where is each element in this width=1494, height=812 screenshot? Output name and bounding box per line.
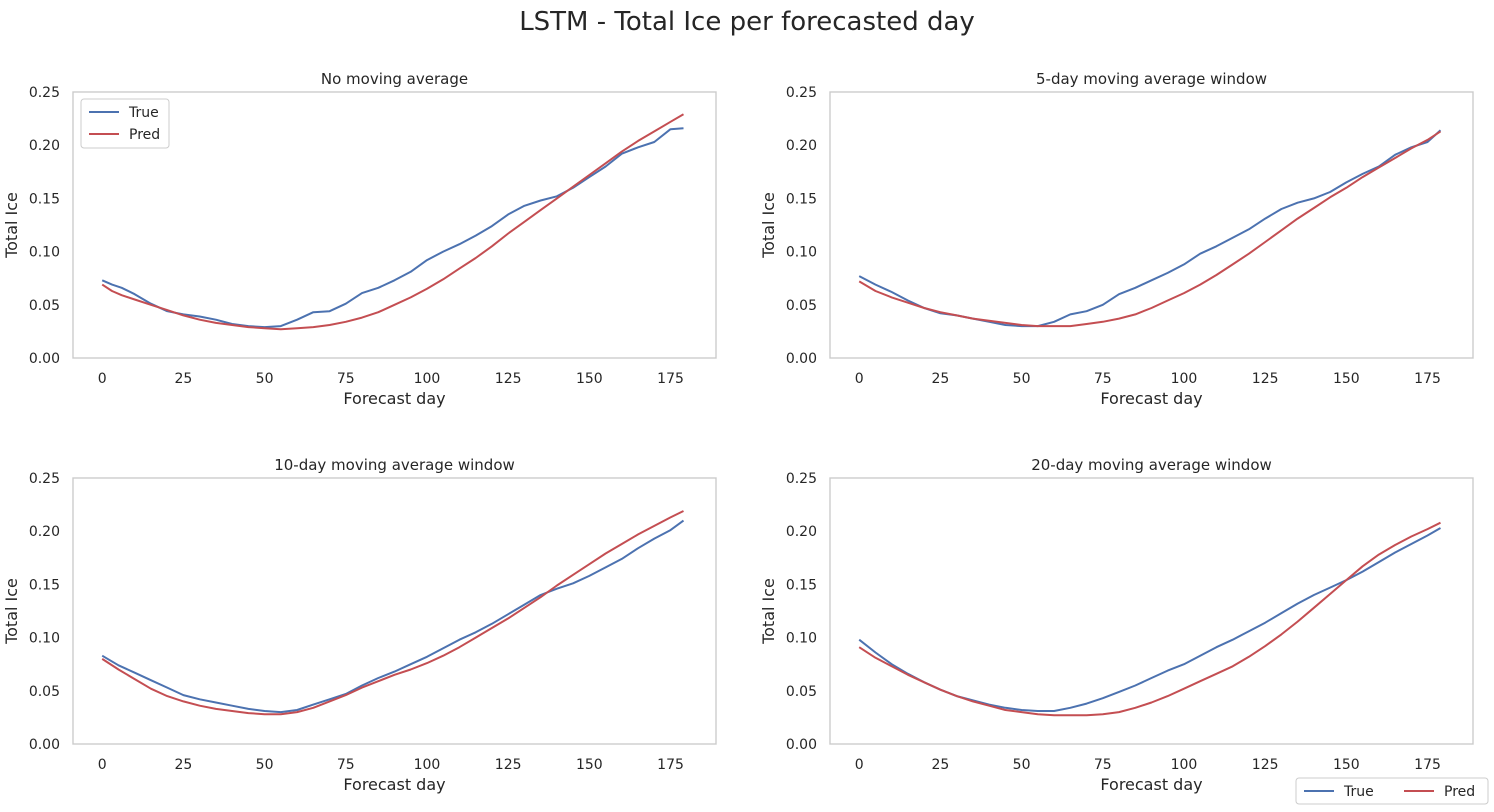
legend-label-true: True (128, 105, 159, 121)
y-tick-label: 0.10 (29, 631, 60, 647)
y-tick-label: 0.05 (786, 684, 817, 700)
y-tick-label: 0.15 (786, 577, 817, 593)
y-tick-label: 0.10 (786, 631, 817, 647)
y-tick-label: 0.20 (786, 524, 817, 540)
figure-legend: True Pred (1295, 777, 1489, 805)
y-tick-label: 0.15 (29, 191, 60, 207)
chart-panel-3: 10-day moving average window 0.00 0.05 0.10… (2, 456, 717, 794)
y-tick-label: 0.00 (29, 737, 60, 753)
figure-suptitle: LSTM - Total Ice per forecasted day (519, 7, 975, 37)
x-tick-label: 150 (576, 371, 603, 387)
series-line-true (858, 129, 1442, 328)
y-tick-label: 0.10 (786, 245, 817, 261)
x-tick-label: 0 (855, 371, 864, 387)
figure-legend-label-true: True (1343, 784, 1374, 800)
x-tick-label: 50 (1013, 757, 1031, 773)
x-tick-label: 100 (1171, 757, 1198, 773)
x-tick-label: 150 (1333, 757, 1360, 773)
y-tick-label: 0.05 (29, 684, 60, 700)
series-line-true (858, 527, 1441, 712)
x-tick-label: 25 (175, 757, 193, 773)
x-tick-label: 175 (1414, 757, 1441, 773)
x-tick-label: 125 (1252, 757, 1279, 773)
y-tick-label: 0.00 (786, 737, 817, 753)
y-tick-label: 0.00 (29, 351, 60, 367)
x-tick-label: 25 (932, 757, 950, 773)
x-tick-label: 50 (256, 757, 274, 773)
series-line-true (101, 519, 685, 714)
x-axis-label: Forecast day (1100, 775, 1202, 794)
axes-frame (72, 477, 717, 745)
chart-title: 20-day moving average window (1031, 456, 1272, 474)
y-tick-label: 0.25 (29, 85, 60, 101)
chart-panel-2: 5-day moving average window 0.00 0.05 0.10 0… (759, 70, 1474, 408)
x-tick-label: 50 (1013, 371, 1031, 387)
x-tick-label: 125 (495, 371, 522, 387)
x-tick-label: 75 (1094, 757, 1112, 773)
x-tick-label: 75 (337, 757, 355, 773)
y-tick-label: 0.25 (786, 471, 817, 487)
series-line-pred (858, 521, 1441, 717)
y-tick-label: 0.20 (29, 138, 60, 154)
x-tick-label: 125 (495, 757, 522, 773)
chart-panel-1: No moving average 0.00 0.05 0.10 0.15 0.20 0.2… (2, 70, 717, 408)
series-line-pred (101, 113, 684, 331)
x-tick-label: 25 (932, 371, 950, 387)
figure-legend-box (1295, 777, 1489, 805)
y-axis-label: Total Ice (2, 192, 21, 259)
y-tick-label: 0.10 (29, 245, 60, 261)
figure-legend-label-pred: Pred (1444, 784, 1475, 800)
axes-frame (72, 91, 717, 359)
x-tick-label: 50 (256, 371, 274, 387)
x-axis-label: Forecast day (1100, 389, 1202, 408)
chart-title: 10-day moving average window (274, 456, 515, 474)
x-tick-label: 125 (1252, 371, 1279, 387)
chart-legend: True Pred (80, 98, 170, 149)
x-tick-label: 100 (414, 757, 441, 773)
chart-panel-4: 20-day moving average window 0.00 0.05 0.10… (759, 456, 1474, 794)
x-tick-label: 100 (1171, 371, 1198, 387)
series-line-true (101, 127, 684, 329)
y-tick-label: 0.15 (29, 577, 60, 593)
x-tick-label: 100 (414, 371, 441, 387)
y-axis-label: Total Ice (759, 578, 778, 645)
y-tick-label: 0.25 (786, 85, 817, 101)
y-tick-label: 0.20 (29, 524, 60, 540)
y-tick-label: 0.05 (786, 298, 817, 314)
axes-frame (829, 477, 1474, 745)
x-tick-label: 175 (657, 757, 684, 773)
series-line-pred (101, 510, 684, 716)
x-tick-label: 150 (576, 757, 603, 773)
y-tick-label: 0.25 (29, 471, 60, 487)
chart-title: No moving average (321, 70, 468, 88)
y-axis-label: Total Ice (2, 578, 21, 645)
x-axis-label: Forecast day (343, 389, 445, 408)
axes-frame (829, 91, 1474, 359)
legend-label-pred: Pred (129, 127, 160, 143)
x-tick-label: 25 (175, 371, 193, 387)
x-tick-label: 175 (657, 371, 684, 387)
x-tick-label: 150 (1333, 371, 1360, 387)
x-axis-label: Forecast day (343, 775, 445, 794)
x-tick-label: 0 (98, 757, 107, 773)
y-axis-label: Total Ice (759, 192, 778, 259)
y-tick-label: 0.20 (786, 138, 817, 154)
series-line-pred (858, 130, 1442, 328)
y-tick-label: 0.00 (786, 351, 817, 367)
x-tick-label: 75 (337, 371, 355, 387)
x-tick-label: 175 (1414, 371, 1441, 387)
x-tick-label: 75 (1094, 371, 1112, 387)
y-tick-label: 0.15 (786, 191, 817, 207)
x-tick-label: 0 (855, 757, 864, 773)
x-tick-label: 0 (98, 371, 107, 387)
y-tick-label: 0.05 (29, 298, 60, 314)
chart-title: 5-day moving average window (1036, 70, 1267, 88)
